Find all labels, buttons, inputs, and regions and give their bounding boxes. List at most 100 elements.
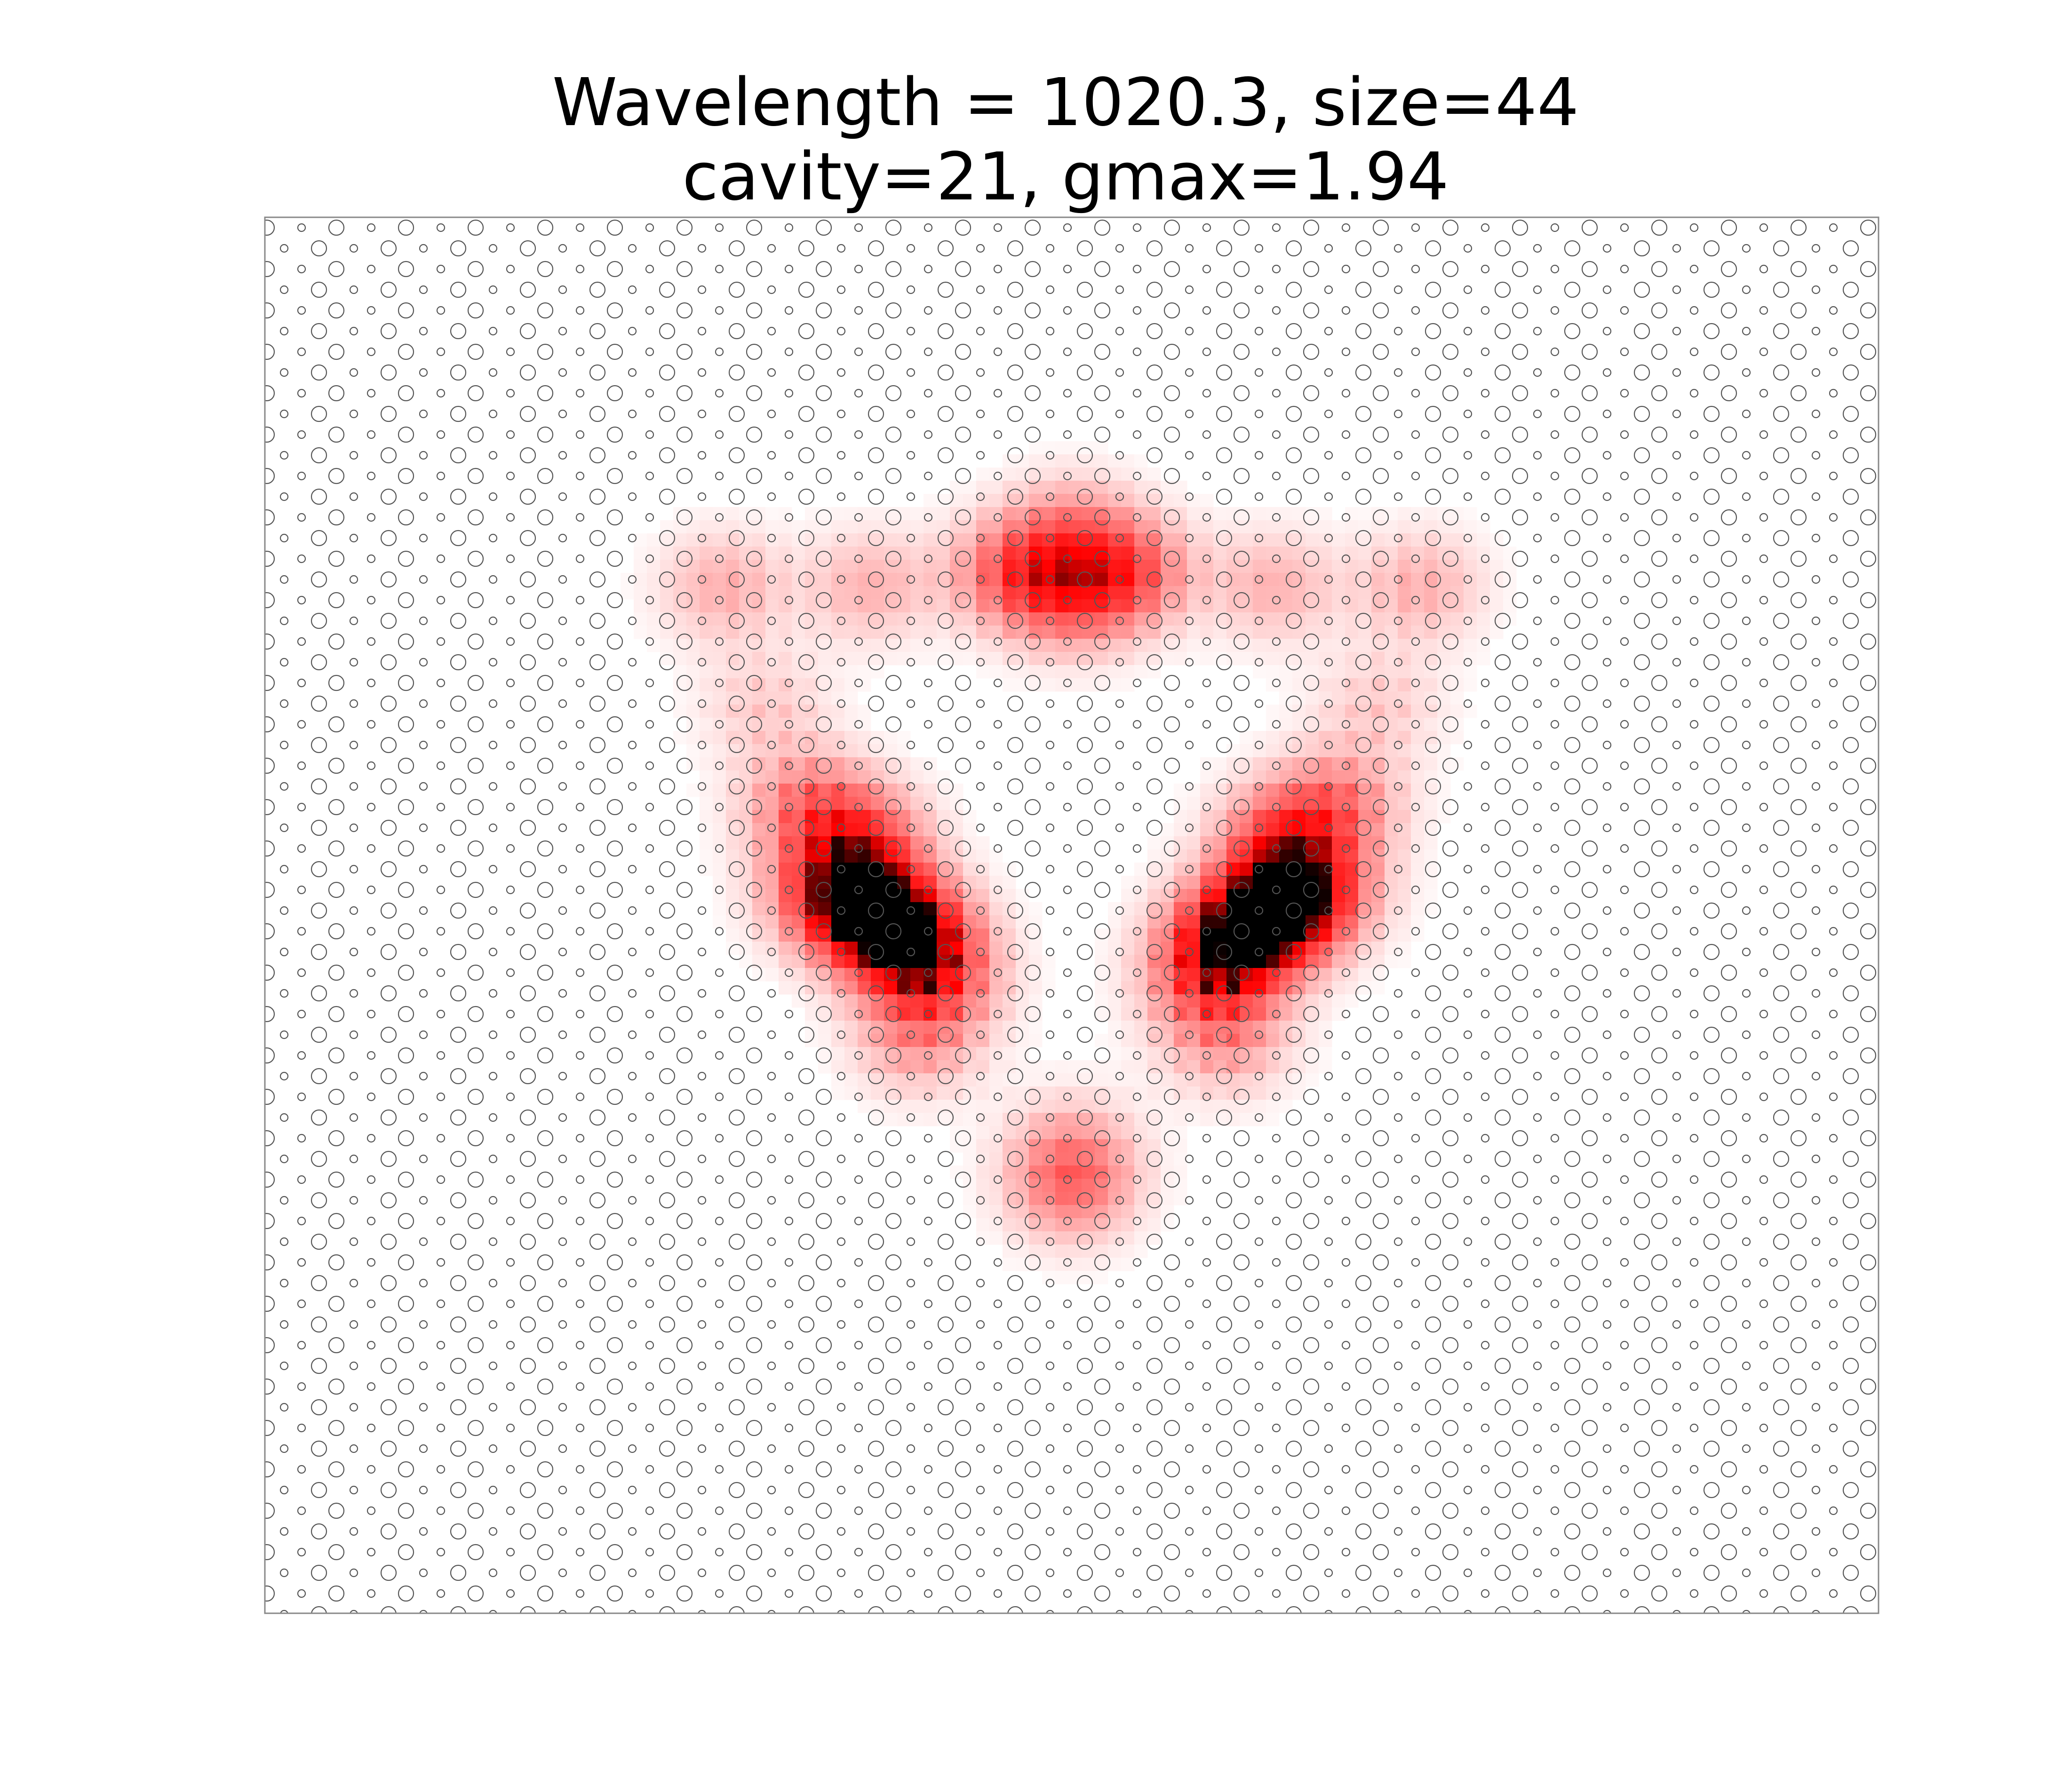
large-hole xyxy=(1163,426,1180,443)
large-hole xyxy=(1494,1068,1511,1085)
heat-cell xyxy=(1385,507,1398,521)
large-hole xyxy=(1425,1233,1441,1250)
heat-cell xyxy=(1450,520,1464,534)
small-hole xyxy=(993,471,1003,481)
small-hole xyxy=(1742,451,1751,460)
small-hole xyxy=(488,575,498,584)
heat-cell xyxy=(1108,454,1122,468)
heat-cell xyxy=(1147,1231,1161,1245)
heat-cell xyxy=(1358,547,1372,560)
large-hole xyxy=(1216,1233,1233,1250)
heat-cell xyxy=(1003,1113,1016,1126)
large-hole xyxy=(885,716,902,733)
heat-cell xyxy=(726,876,740,889)
heat-cell xyxy=(1161,1205,1174,1219)
heat-cell xyxy=(1095,1073,1108,1087)
heat-cell xyxy=(1358,928,1372,942)
heat-cell xyxy=(1016,1166,1029,1179)
large-hole xyxy=(1494,240,1511,257)
large-hole xyxy=(1564,1192,1581,1209)
large-hole xyxy=(868,654,884,671)
large-hole xyxy=(537,1130,554,1147)
heat-cell xyxy=(1437,533,1451,547)
large-hole xyxy=(537,674,554,691)
heat-cell xyxy=(871,849,884,863)
large-hole xyxy=(746,674,763,691)
small-hole xyxy=(1411,430,1420,439)
heat-cell xyxy=(1450,573,1464,587)
large-hole xyxy=(659,861,676,878)
small-hole xyxy=(297,637,306,646)
large-hole xyxy=(1651,509,1668,526)
heat-cell xyxy=(1240,626,1253,639)
large-hole xyxy=(380,1233,397,1250)
large-hole xyxy=(1512,426,1529,443)
heat-cell xyxy=(831,639,845,652)
small-hole xyxy=(419,1320,428,1329)
heat-cell xyxy=(1319,836,1332,850)
small-hole xyxy=(1829,264,1838,274)
small-hole xyxy=(1481,1134,1490,1143)
large-hole xyxy=(310,1109,327,1126)
heat-cell xyxy=(963,612,977,626)
heat-cell xyxy=(1371,915,1385,929)
large-hole xyxy=(1720,1130,1737,1147)
large-hole xyxy=(519,1068,536,1085)
heat-cell xyxy=(818,731,832,745)
large-hole xyxy=(1233,716,1250,733)
large-hole xyxy=(659,944,676,960)
large-hole xyxy=(1703,1233,1720,1250)
heat-cell xyxy=(910,770,924,784)
heat-cell xyxy=(976,1047,990,1061)
heat-cell xyxy=(1082,652,1095,666)
heat-cell xyxy=(647,586,661,600)
small-hole xyxy=(1759,678,1768,688)
large-hole xyxy=(676,219,693,236)
heat-cell xyxy=(1016,968,1029,982)
small-hole xyxy=(1742,492,1751,501)
large-hole xyxy=(606,1047,623,1064)
small-hole xyxy=(297,554,306,563)
heat-cell xyxy=(1385,678,1398,692)
heat-cell xyxy=(1003,1007,1016,1021)
small-hole xyxy=(1272,1009,1281,1019)
heat-cell xyxy=(858,665,871,679)
heat-cell xyxy=(1003,454,1016,468)
heat-cell xyxy=(1174,1021,1187,1034)
large-hole xyxy=(1163,509,1180,526)
small-hole xyxy=(1742,1113,1751,1122)
heat-cell xyxy=(765,849,779,863)
heat-cell xyxy=(1082,1231,1095,1245)
heat-cell xyxy=(1424,665,1438,679)
large-hole xyxy=(1285,530,1302,547)
large-hole xyxy=(450,405,467,422)
large-hole xyxy=(310,323,327,340)
heat-cell xyxy=(1029,1034,1043,1047)
heat-cell xyxy=(1121,520,1135,534)
heat-cell xyxy=(831,718,845,731)
small-hole xyxy=(993,678,1003,688)
heat-cell xyxy=(858,968,871,982)
small-hole xyxy=(924,802,933,812)
small-hole xyxy=(993,430,1003,439)
heat-cell xyxy=(1187,1047,1201,1061)
heat-cell xyxy=(1437,810,1451,824)
large-hole xyxy=(1163,343,1180,360)
heat-cell xyxy=(726,797,740,810)
heat-cell xyxy=(963,915,977,929)
large-hole xyxy=(1564,1109,1581,1126)
small-hole xyxy=(784,720,794,729)
small-hole xyxy=(1272,595,1281,605)
heat-cell xyxy=(1424,757,1438,771)
heat-cell xyxy=(1121,1021,1135,1034)
heat-cell xyxy=(989,942,1003,955)
small-hole xyxy=(349,864,358,874)
heat-cell xyxy=(1424,797,1438,810)
heat-cell xyxy=(1174,652,1187,666)
large-hole xyxy=(1442,799,1459,816)
heat-cell xyxy=(1068,652,1082,666)
large-hole xyxy=(1860,385,1877,402)
small-hole xyxy=(349,906,358,915)
large-hole xyxy=(1076,447,1093,464)
small-hole xyxy=(1272,968,1281,977)
